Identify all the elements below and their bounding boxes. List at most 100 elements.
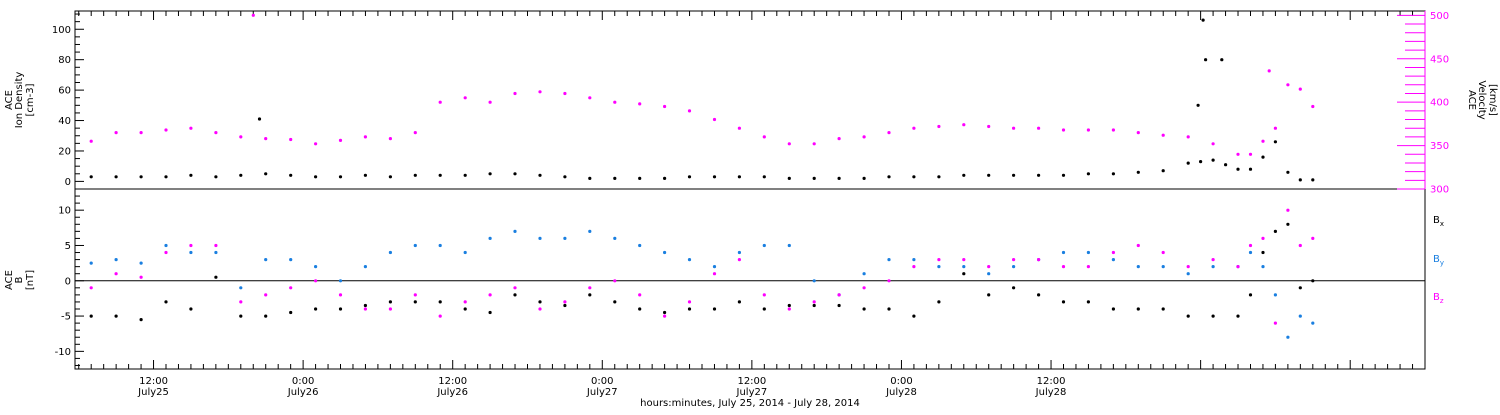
density-point (1037, 173, 1041, 177)
density-point (1111, 172, 1115, 176)
density-point (438, 173, 442, 177)
field-point (1136, 243, 1140, 248)
field-point (1298, 243, 1302, 248)
field-point (862, 307, 866, 311)
field-point (687, 307, 692, 311)
density-point (737, 175, 742, 179)
density-point (1261, 155, 1265, 159)
velocity-tick-label: 350 (1430, 141, 1449, 152)
field-point (239, 300, 243, 304)
density-axis-title: ACE Ion Density [cm-3] (4, 72, 36, 129)
field-y-tick-label: 5 (65, 241, 71, 252)
density-point (762, 175, 766, 179)
field-point (239, 314, 243, 318)
field-point (1186, 272, 1190, 276)
field-point (1061, 250, 1066, 255)
field-point (1037, 258, 1041, 262)
field-point (737, 300, 742, 304)
field-point (1086, 300, 1090, 304)
x-tick-label-date: July25 (137, 387, 169, 398)
field-point (987, 272, 991, 276)
legend-bz: Bz (1433, 292, 1444, 305)
field-point (363, 307, 367, 311)
density-point (987, 173, 991, 177)
velocity-point (687, 109, 692, 113)
field-point (214, 250, 218, 255)
data-marks (89, 13, 1315, 339)
field-point (388, 307, 392, 311)
velocity-point (413, 131, 417, 135)
velocity-point (463, 96, 467, 100)
field-point (887, 307, 891, 311)
density-point (1196, 103, 1200, 107)
field-point (1273, 229, 1277, 233)
field-point (762, 307, 766, 311)
x-tick-label-date: July28 (1035, 387, 1067, 398)
density-point (513, 172, 517, 176)
x-tick-label-time: 12:00 (139, 376, 168, 387)
field-point (1298, 314, 1302, 318)
density-y-tick-label: 20 (58, 146, 71, 157)
legend-bx-main: B (1433, 215, 1440, 226)
field-point (912, 265, 916, 269)
field-point (1161, 307, 1165, 311)
density-point (837, 176, 841, 180)
field-point (663, 310, 667, 315)
velocity-point (251, 13, 255, 17)
field-point (139, 261, 143, 265)
field-point (737, 250, 742, 255)
density-point (787, 176, 791, 180)
density-point (164, 175, 168, 179)
field-point (488, 293, 492, 297)
field-point (189, 250, 193, 255)
density-y-tick-label: 100 (52, 25, 71, 36)
density-point (1204, 58, 1208, 62)
field-point (937, 265, 941, 269)
velocity-title-line-3: [km/s] (1487, 84, 1498, 116)
velocity-point (1211, 142, 1215, 146)
x-tick-label-time: 0:00 (292, 376, 314, 387)
field-point (762, 243, 766, 248)
legend-bz-sub: z (1440, 297, 1444, 305)
density-point (1199, 160, 1203, 164)
field-point (812, 279, 816, 283)
field-point (1186, 265, 1190, 269)
density-point (1201, 18, 1205, 22)
velocity-point (1012, 126, 1016, 130)
field-point (538, 300, 542, 304)
density-point (1236, 167, 1240, 171)
density-point (214, 175, 218, 179)
density-point (812, 176, 816, 180)
velocity-tick-label: 500 (1430, 11, 1449, 22)
density-point (488, 172, 492, 176)
velocity-point (314, 142, 318, 146)
field-point (1261, 250, 1265, 255)
field-point (413, 293, 417, 297)
velocity-point (239, 135, 243, 139)
field-point (1248, 250, 1253, 255)
density-point (257, 117, 262, 121)
field-point (762, 293, 766, 297)
velocity-point (89, 139, 93, 143)
density-point (363, 173, 367, 177)
field-point (563, 303, 567, 308)
density-point (1298, 178, 1302, 182)
density-panel-frame (74, 10, 1426, 190)
field-point (438, 300, 442, 304)
field-point (862, 272, 866, 276)
field-point (463, 300, 467, 304)
velocity-point (1267, 69, 1271, 73)
field-point (987, 293, 991, 297)
velocity-tick-label: 450 (1430, 54, 1449, 65)
field-point (538, 307, 542, 311)
velocity-tick-label: 300 (1430, 185, 1449, 196)
x-tick-label-time: 12:00 (737, 376, 766, 387)
field-point (912, 258, 916, 262)
density-point (962, 173, 966, 177)
field-point (1311, 279, 1315, 283)
field-point (513, 286, 517, 290)
field-point (264, 293, 268, 297)
x-tick-label-date: July27 (586, 387, 618, 398)
velocity-axis-title: ACE Velocity [km/s] (1466, 80, 1498, 119)
field-point (1261, 236, 1265, 240)
